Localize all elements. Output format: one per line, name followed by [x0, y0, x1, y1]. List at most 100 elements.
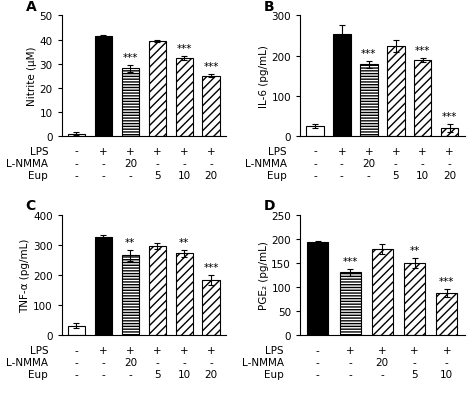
Y-axis label: Nitrite (μM): Nitrite (μM)	[27, 47, 36, 106]
Text: ***: ***	[203, 262, 219, 272]
Bar	[122, 256, 139, 335]
Text: Eup: Eup	[264, 369, 284, 379]
Text: +: +	[126, 146, 135, 156]
Text: A: A	[26, 0, 36, 14]
Bar	[441, 129, 458, 137]
Text: B: B	[264, 0, 274, 14]
Text: 20: 20	[205, 170, 218, 180]
Text: 20: 20	[205, 369, 218, 379]
Text: **: **	[179, 237, 190, 247]
Text: 20: 20	[124, 158, 137, 168]
Text: ***: ***	[123, 53, 138, 63]
Text: +: +	[392, 146, 400, 156]
Bar	[95, 238, 112, 335]
Text: -: -	[101, 369, 105, 379]
Text: -: -	[316, 345, 319, 355]
Text: C: C	[26, 199, 36, 213]
Bar	[436, 294, 457, 335]
Text: -: -	[313, 158, 317, 168]
Text: LPS: LPS	[29, 146, 48, 156]
Text: +: +	[153, 146, 162, 156]
Text: LPS: LPS	[268, 146, 287, 156]
Text: -: -	[316, 357, 319, 367]
Y-axis label: TNF-α (pg/mL): TNF-α (pg/mL)	[20, 238, 30, 312]
Text: ***: ***	[203, 62, 219, 72]
Text: +: +	[365, 146, 373, 156]
Bar	[68, 134, 85, 137]
Text: D: D	[264, 199, 275, 213]
Text: **: **	[410, 245, 419, 255]
Text: +: +	[207, 146, 216, 156]
Text: L-NMMA: L-NMMA	[242, 357, 284, 367]
Text: -: -	[316, 369, 319, 379]
Text: ***: ***	[361, 49, 376, 59]
Text: 5: 5	[154, 369, 161, 379]
Text: +: +	[126, 345, 135, 355]
Text: -: -	[74, 158, 78, 168]
Y-axis label: IL-6 (pg/mL): IL-6 (pg/mL)	[259, 45, 269, 108]
Bar	[339, 273, 361, 335]
Text: +: +	[99, 146, 108, 156]
Text: -: -	[74, 345, 78, 355]
Text: Eup: Eup	[28, 170, 48, 180]
Bar	[122, 70, 139, 137]
Text: L-NMMA: L-NMMA	[245, 158, 287, 168]
Text: L-NMMA: L-NMMA	[6, 357, 48, 367]
Text: -: -	[128, 170, 132, 180]
Bar	[387, 47, 404, 137]
Text: 20: 20	[376, 357, 389, 367]
Text: -: -	[74, 146, 78, 156]
Bar	[307, 243, 328, 335]
Bar	[175, 58, 193, 137]
Text: -: -	[445, 357, 449, 367]
Text: -: -	[348, 369, 352, 379]
Text: **: **	[125, 237, 136, 247]
Text: -: -	[313, 170, 317, 180]
Text: -: -	[182, 357, 186, 367]
Text: 20: 20	[362, 158, 375, 168]
Text: -: -	[210, 158, 213, 168]
Text: -: -	[348, 357, 352, 367]
Text: LPS: LPS	[29, 345, 48, 355]
Text: +: +	[446, 146, 454, 156]
Y-axis label: PGE₂ (pg/mL): PGE₂ (pg/mL)	[258, 241, 268, 310]
Text: -: -	[74, 369, 78, 379]
Bar	[404, 263, 425, 335]
Text: -: -	[182, 158, 186, 168]
Text: -: -	[448, 158, 452, 168]
Text: -: -	[381, 369, 384, 379]
Text: +: +	[419, 146, 427, 156]
Bar	[95, 37, 112, 137]
Text: -: -	[421, 158, 425, 168]
Text: 20: 20	[443, 170, 456, 180]
Text: Eup: Eup	[28, 369, 48, 379]
Bar	[175, 254, 193, 335]
Text: +: +	[180, 146, 189, 156]
Text: -: -	[367, 170, 371, 180]
Bar	[148, 42, 166, 137]
Text: +: +	[180, 345, 189, 355]
Text: ***: ***	[342, 256, 358, 266]
Bar	[202, 280, 220, 335]
Text: LPS: LPS	[265, 345, 284, 355]
Text: ***: ***	[177, 44, 192, 54]
Text: -: -	[394, 158, 398, 168]
Text: -: -	[155, 357, 159, 367]
Bar	[360, 65, 378, 137]
Bar	[333, 34, 351, 137]
Bar	[202, 76, 220, 137]
Bar	[68, 326, 85, 335]
Text: -: -	[340, 158, 344, 168]
Bar	[306, 127, 324, 137]
Text: -: -	[340, 170, 344, 180]
Text: +: +	[410, 345, 419, 355]
Text: -: -	[101, 170, 105, 180]
Bar	[148, 247, 166, 335]
Text: -: -	[210, 357, 213, 367]
Text: -: -	[413, 357, 417, 367]
Text: +: +	[337, 146, 346, 156]
Bar	[372, 249, 393, 335]
Text: 5: 5	[411, 369, 418, 379]
Text: -: -	[101, 357, 105, 367]
Text: 10: 10	[440, 369, 453, 379]
